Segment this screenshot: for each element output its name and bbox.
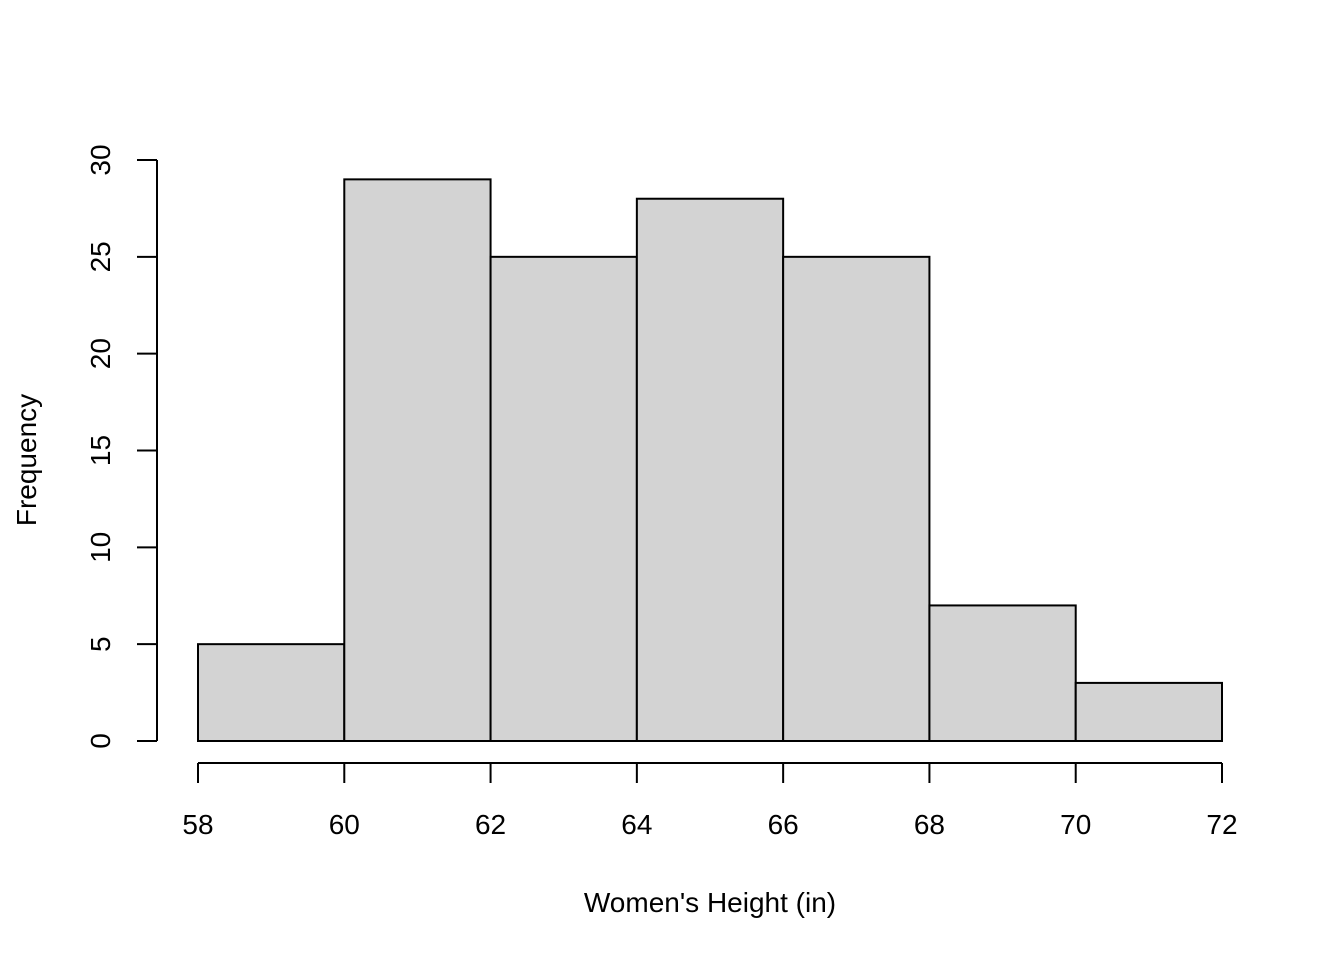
y-tick-label: 20 xyxy=(85,338,116,369)
x-tick-label: 64 xyxy=(621,809,652,840)
x-tick-label: 66 xyxy=(768,809,799,840)
bar-60-62 xyxy=(343,178,492,743)
x-tick-label: 70 xyxy=(1060,809,1091,840)
y-tick-label: 25 xyxy=(85,241,116,272)
bar-70-72 xyxy=(1074,681,1223,743)
bars-group xyxy=(197,178,1223,743)
bar-68-70 xyxy=(928,604,1077,743)
y-tick-label: 5 xyxy=(85,636,116,652)
x-axis-label: Women's Height (in) xyxy=(584,887,836,918)
bar-58-60 xyxy=(197,643,346,743)
bar-62-64 xyxy=(489,255,638,742)
y-tick-label: 30 xyxy=(85,144,116,175)
x-axis: 58 60 62 64 66 68 70 72 xyxy=(182,762,1238,840)
x-tick-label: 60 xyxy=(329,809,360,840)
y-tick-label: 10 xyxy=(85,532,116,563)
y-tick-label: 0 xyxy=(85,733,116,749)
x-tick-label: 58 xyxy=(182,809,213,840)
x-tick-label: 62 xyxy=(475,809,506,840)
x-tick-label: 72 xyxy=(1206,809,1237,840)
y-tick-label: 15 xyxy=(85,435,116,466)
y-axis-label: Frequency xyxy=(11,394,42,526)
bar-64-66 xyxy=(635,197,785,742)
x-tick-label: 68 xyxy=(914,809,945,840)
bar-66-68 xyxy=(782,255,931,742)
y-axis: 0 5 10 15 20 25 30 xyxy=(85,144,158,749)
